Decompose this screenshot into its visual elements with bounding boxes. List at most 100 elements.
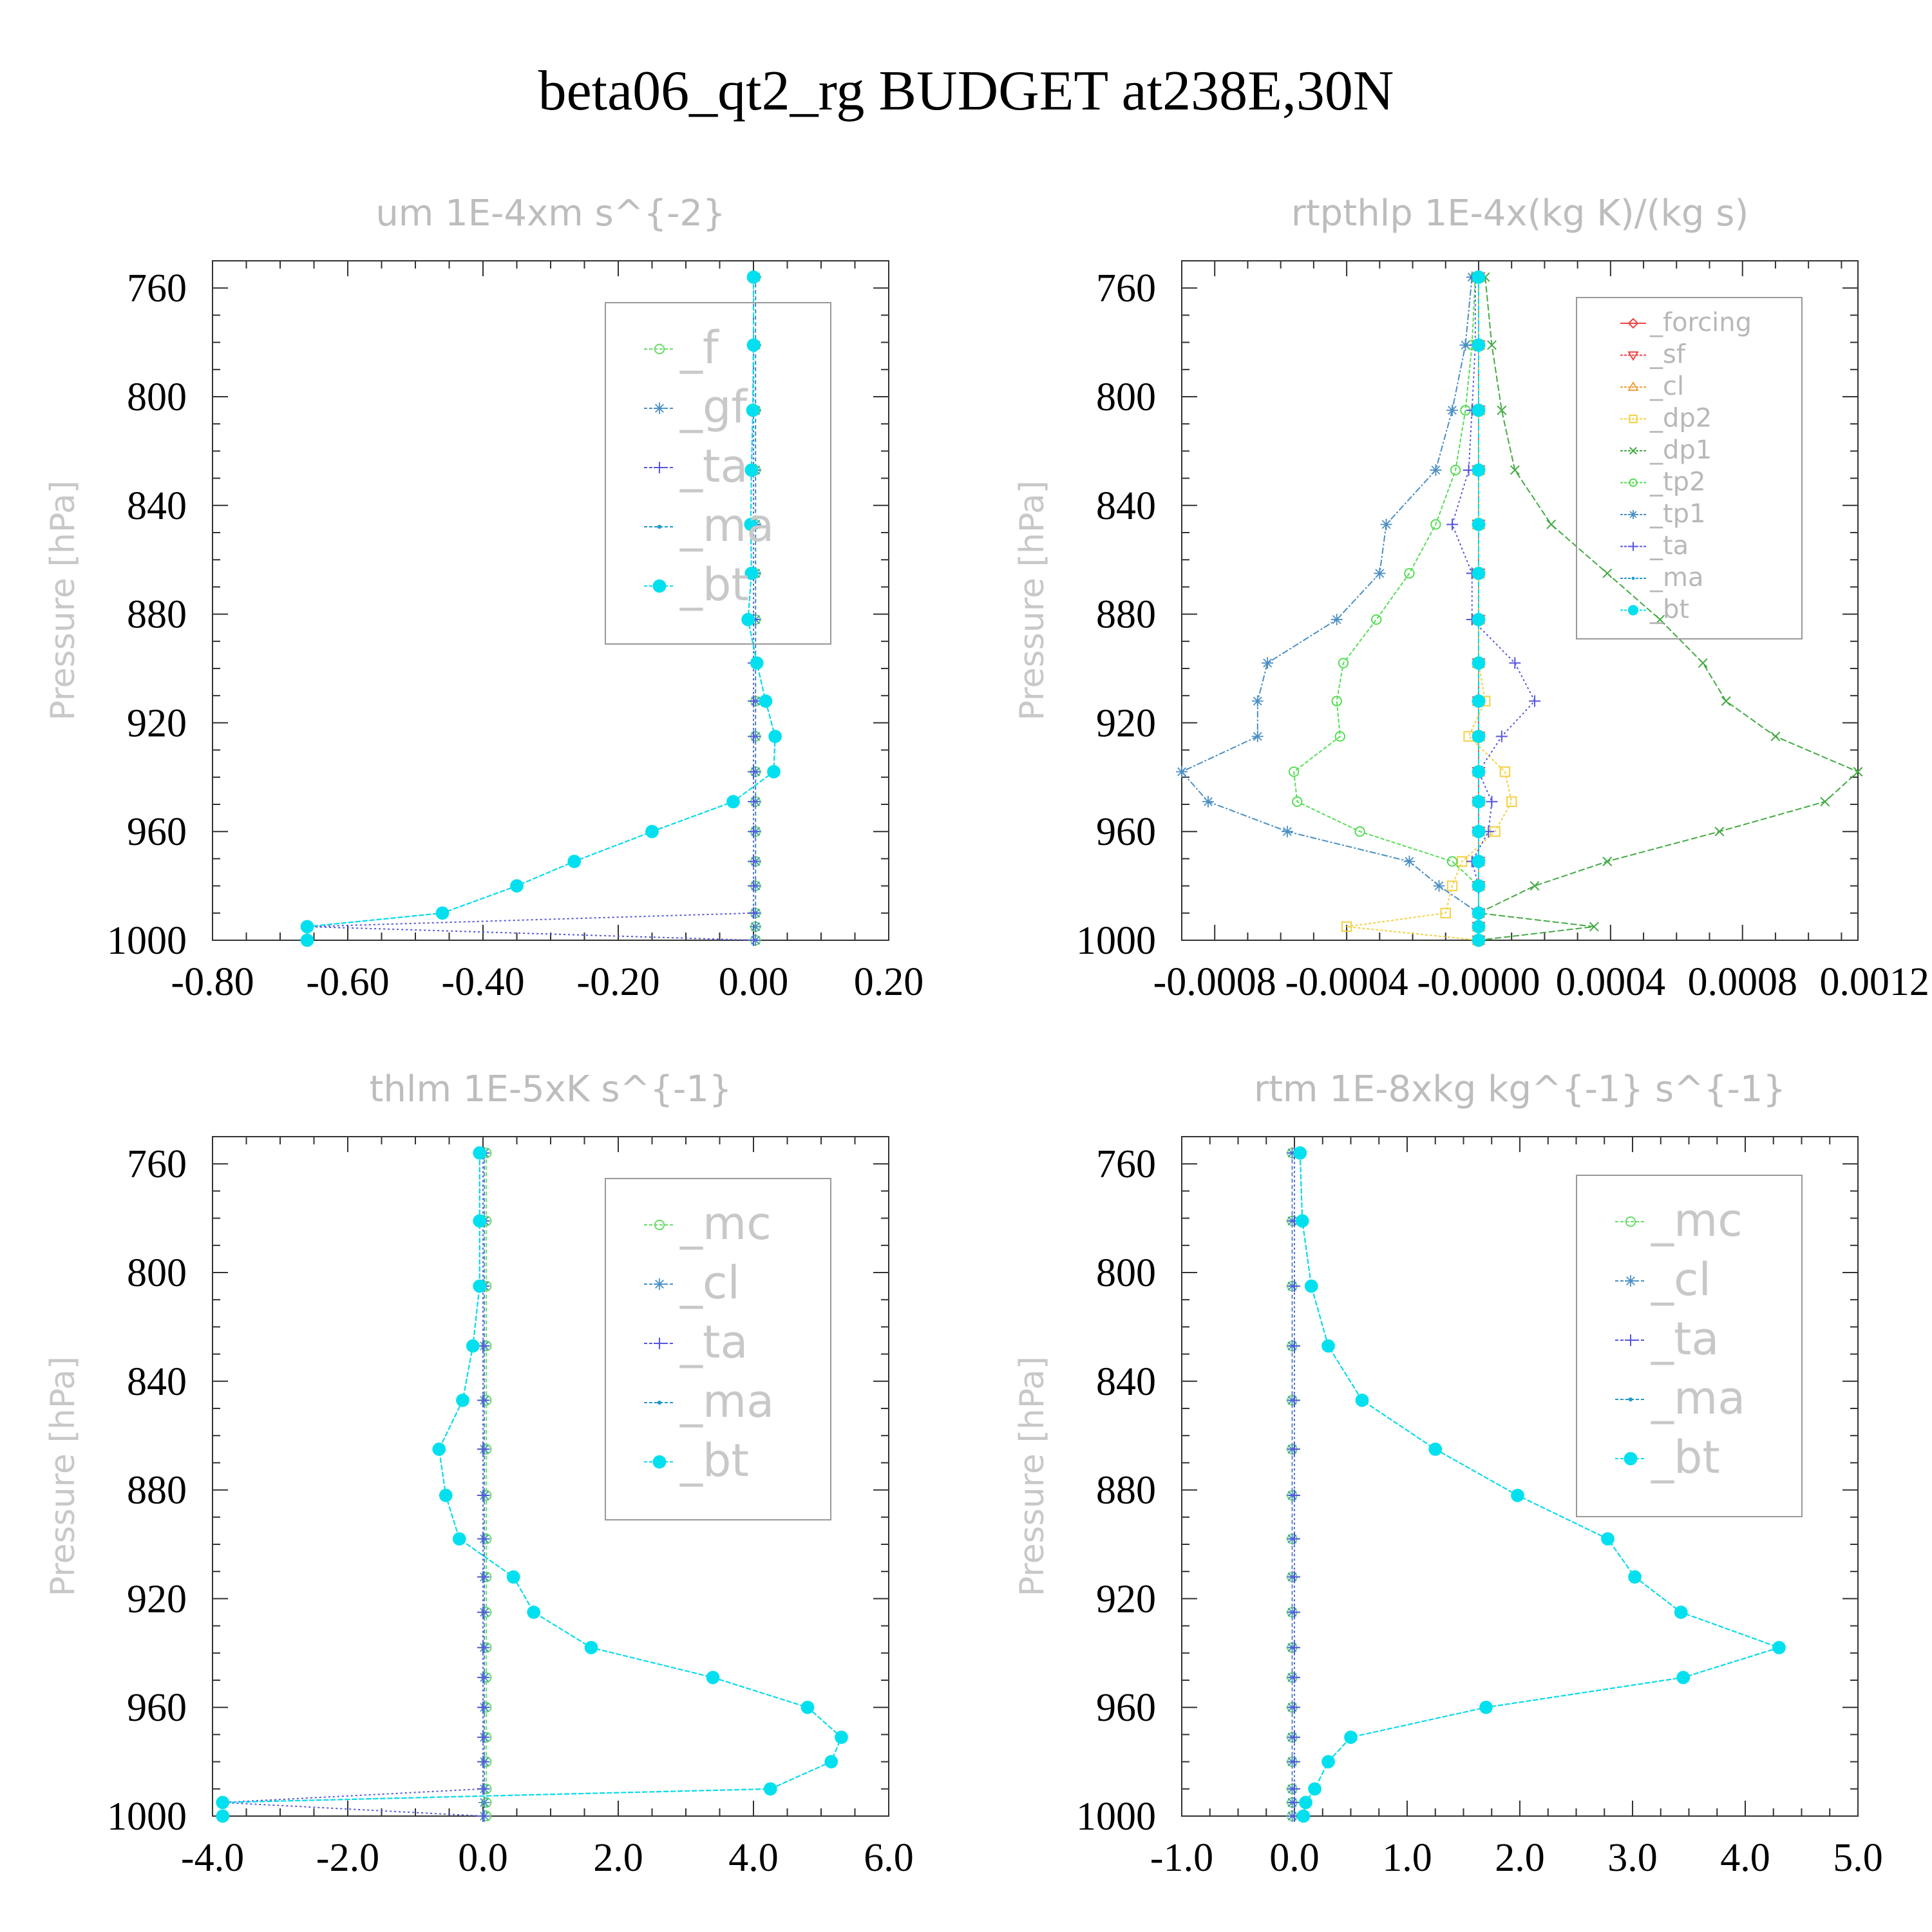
data-point xyxy=(473,1146,487,1160)
data-point xyxy=(477,1490,489,1502)
series-line xyxy=(1299,1153,1781,1817)
series-ta xyxy=(1289,1147,1300,1822)
data-point xyxy=(1295,1214,1309,1228)
series-ma xyxy=(1298,1151,1781,1819)
x-tick-label: -0.80 xyxy=(171,960,254,1004)
data-point xyxy=(748,766,759,778)
data-point xyxy=(432,1442,446,1456)
data-point xyxy=(1344,1730,1358,1744)
data-point xyxy=(1289,1280,1300,1293)
x-tick-label: 4.0 xyxy=(728,1836,779,1880)
legend-marker xyxy=(654,462,665,473)
y-tick-label: 800 xyxy=(1096,375,1156,419)
data-point xyxy=(1772,1641,1786,1654)
data-point xyxy=(1472,403,1486,417)
data-point xyxy=(1446,518,1458,531)
data-point xyxy=(744,517,758,531)
data-point xyxy=(473,1279,487,1293)
legend-label: _ta xyxy=(679,440,748,493)
data-point xyxy=(1721,696,1731,706)
data-point xyxy=(477,1571,489,1583)
series-gf xyxy=(750,271,762,946)
legend-label: _bt xyxy=(1651,1431,1720,1484)
data-point xyxy=(477,1394,489,1406)
data-point xyxy=(1602,568,1613,578)
data-point xyxy=(1472,920,1486,934)
legend-label: _bt xyxy=(679,558,749,611)
series-tp2 xyxy=(1288,272,1484,946)
x-tick-label: -0.0008 xyxy=(1153,960,1276,1004)
y-tick-label: 840 xyxy=(127,484,187,528)
legend-marker xyxy=(1629,414,1638,424)
data-point xyxy=(477,1642,489,1654)
data-point xyxy=(1628,1570,1642,1584)
data-point xyxy=(824,1755,838,1768)
legend-label: _bt xyxy=(1649,595,1689,625)
data-point xyxy=(1341,921,1352,933)
data-point xyxy=(1676,1671,1690,1685)
data-point xyxy=(1251,695,1264,707)
x-tick-label: 1.0 xyxy=(1382,1836,1432,1880)
x-tick-label: -1.0 xyxy=(1150,1836,1213,1880)
legend-marker xyxy=(1628,1397,1633,1402)
data-point xyxy=(1176,766,1188,778)
legend: _mc _cl _ta _ma _bt xyxy=(605,1178,831,1520)
y-tick-label: 880 xyxy=(127,1469,187,1513)
data-point xyxy=(478,1796,491,1808)
data-point xyxy=(1403,855,1416,867)
data-point xyxy=(1509,657,1521,669)
data-point xyxy=(1289,1490,1300,1502)
legend-label: _ma xyxy=(1651,1372,1745,1425)
y-tick-label: 1000 xyxy=(107,1795,187,1839)
plot-frame xyxy=(1181,260,1859,941)
legend-box xyxy=(605,1178,831,1520)
series-line xyxy=(1299,1153,1781,1817)
data-point xyxy=(1374,567,1386,580)
data-point xyxy=(1655,614,1665,625)
data-point xyxy=(1530,881,1540,891)
plot-frame xyxy=(1181,1136,1859,1817)
legend: _mc _cl _ta _ma _bt xyxy=(1576,1175,1803,1517)
data-point xyxy=(746,403,760,417)
y-tick-label: 840 xyxy=(1096,1360,1156,1404)
series-line xyxy=(307,277,776,940)
data-point xyxy=(748,795,759,808)
data-point xyxy=(1472,824,1486,838)
data-point xyxy=(706,1671,720,1685)
legend-marker xyxy=(654,1219,665,1231)
data-point xyxy=(1292,796,1303,807)
data-point xyxy=(1472,855,1486,868)
data-point xyxy=(1289,1701,1300,1714)
data-point xyxy=(1472,694,1486,708)
data-point xyxy=(1296,1809,1311,1823)
data-point xyxy=(439,1488,453,1502)
x-tick-label: 0.0012 xyxy=(1819,960,1929,1004)
series-bt xyxy=(1293,1146,1786,1823)
data-point xyxy=(506,1570,520,1584)
series-tp1 xyxy=(1176,271,1484,946)
data-point xyxy=(1601,1532,1615,1546)
x-tick-label: -2.0 xyxy=(316,1836,379,1880)
data-point xyxy=(456,1393,469,1407)
legend-marker xyxy=(652,579,667,593)
series-line xyxy=(1346,277,1513,941)
figure-title: beta06_qt2_rg BUDGET at238E,30N xyxy=(538,60,1394,122)
y-tick-label: 760 xyxy=(127,267,187,310)
data-point xyxy=(1334,731,1346,742)
y-tick-label: 1000 xyxy=(1076,919,1156,963)
legend-label: _sf xyxy=(1649,340,1686,370)
data-point xyxy=(1289,1796,1300,1808)
data-point xyxy=(763,1782,777,1796)
y-tick-label: 920 xyxy=(127,701,187,745)
legend-label: _tp2 xyxy=(1649,468,1706,497)
legend-marker xyxy=(1631,576,1635,580)
data-point xyxy=(1546,519,1557,529)
y-tick-label: 800 xyxy=(1096,1251,1156,1295)
data-point xyxy=(1289,1756,1300,1768)
data-point xyxy=(477,1756,489,1768)
plot-frame xyxy=(212,1136,889,1817)
data-point xyxy=(748,907,759,919)
x-tick-label: 0.0 xyxy=(1269,1836,1320,1880)
legend-marker xyxy=(1629,478,1638,488)
legend-label: _dp2 xyxy=(1649,404,1712,433)
